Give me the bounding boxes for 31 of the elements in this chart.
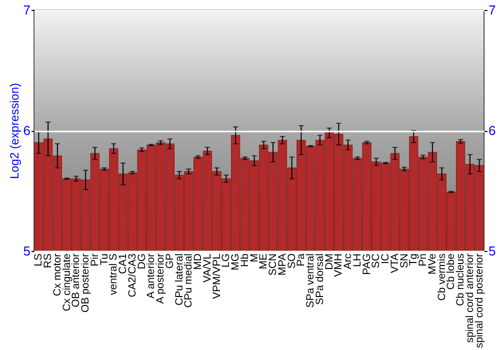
- y2-tick-label: 6: [488, 123, 496, 138]
- x-tick-label: Tg: [408, 253, 420, 266]
- y-tick-label: 5: [23, 244, 30, 258]
- x-tick-label: DG: [136, 254, 148, 270]
- y2-tick-label: 7: [488, 2, 496, 18]
- x-tick-label: OB anterior: [70, 253, 82, 308]
- x-tick-label: SN: [398, 254, 410, 268]
- x-tick-label: PAG: [360, 254, 373, 275]
- x-tick-label: M: [248, 254, 260, 262]
- y-tick-label: 7: [23, 2, 30, 18]
- x-tick-label: VMH: [332, 254, 345, 277]
- x-tick-label: SO: [286, 254, 298, 269]
- x-tick-label: Cb lobe: [445, 253, 458, 290]
- x-tick-label: spinal cord posterior: [473, 252, 486, 348]
- x-tick-label: DM: [323, 254, 336, 270]
- y2-tick-label: 5: [488, 244, 496, 258]
- x-tick-label: SC: [370, 253, 382, 268]
- x-tick-label: Pa: [295, 253, 308, 266]
- x-tick-label: A anterior: [145, 253, 158, 298]
- x-tick-label: LG: [220, 254, 232, 268]
- x-tick-label: Cx cingulate: [60, 253, 73, 312]
- x-tick-label: CPu medial: [182, 254, 195, 308]
- x-tick-label: Tu: [98, 253, 110, 266]
- y-axis-title: Log2 (expression): [7, 82, 22, 180]
- x-tick-label: VPM/VPL: [210, 253, 223, 300]
- x-tick-label: Hb: [238, 253, 251, 267]
- x-tick-label: ventral S: [108, 254, 120, 295]
- x-tick-label: SPa dorsal: [314, 254, 326, 305]
- y-tick-label: 6: [23, 123, 30, 138]
- x-tick-label: LS: [32, 254, 45, 266]
- x-tick-label: ME: [258, 254, 270, 270]
